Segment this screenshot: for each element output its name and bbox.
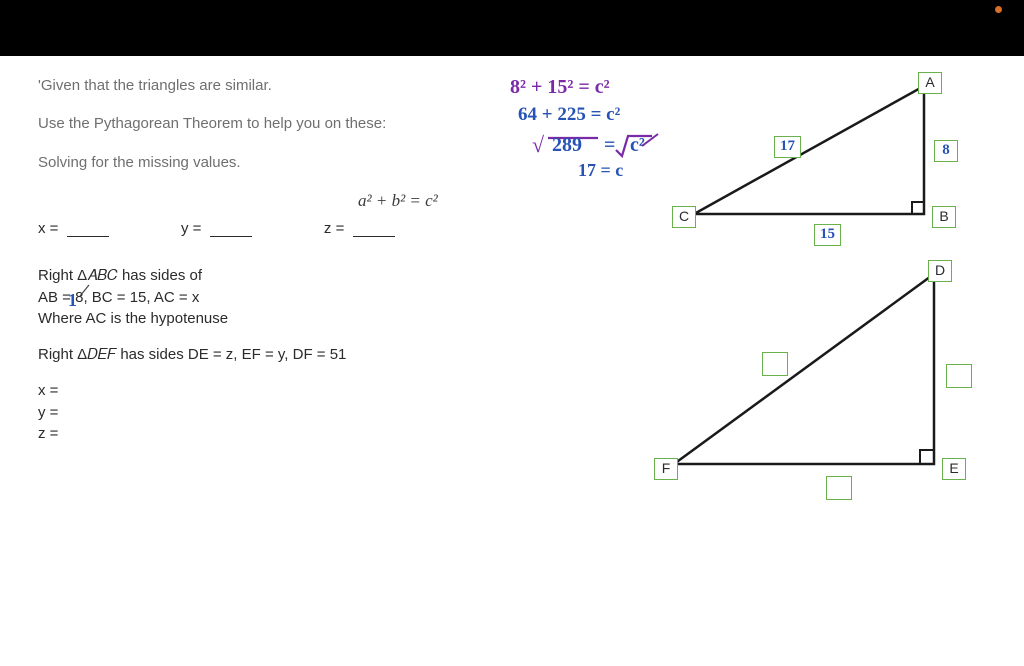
handwork-line-4: 17 = c (578, 160, 623, 181)
slide-content: 'Given that the triangles are similar. U… (0, 56, 1024, 666)
handwork-sqrt-symbol: √ (532, 132, 544, 158)
abc-line1: Right Δ𝐴𝐵𝐶 has sides of (38, 267, 202, 284)
abc-line3: Where AC is the hypotenuse (38, 310, 228, 327)
handwritten-x-value: 1 (68, 290, 77, 311)
problem-line-3: Solving for the missing values. (38, 153, 598, 173)
vertex-e-label: E (942, 458, 966, 480)
vertex-f-label: F (654, 458, 678, 480)
final-z: z = (38, 425, 58, 442)
problem-details: Right Δ𝐴𝐵𝐶 has sides of AB = 8, BC = 15,… (38, 265, 598, 445)
problem-line-2: Use the Pythagorean Theorem to help you … (38, 114, 598, 134)
handwork-line-2: 64 + 225 = c² (518, 104, 620, 126)
final-x: x = (38, 382, 58, 399)
answer-blanks-row: x = y = z = (38, 219, 598, 237)
side-df-value (762, 352, 788, 376)
handwork-289: 289 (552, 134, 582, 157)
video-top-bar (0, 0, 1024, 56)
z-label: z = (324, 220, 344, 237)
handwork-line-1: 8² + 15² = c² (510, 76, 610, 99)
abc-description: Right Δ𝐴𝐵𝐶 has sides of AB = 8, BC = 15,… (38, 265, 598, 330)
side-de-value (946, 364, 972, 388)
vertex-d-label: D (928, 260, 952, 282)
pen-cursor-icon (78, 282, 94, 298)
final-y: y = (38, 404, 58, 421)
problem-left-column: 'Given that the triangles are similar. U… (38, 76, 598, 459)
pythagorean-formula: a² + b² = c² (358, 191, 598, 211)
z-blank (353, 219, 395, 237)
recording-indicator-dot (995, 6, 1002, 13)
abc-line2: AB = 8, BC = 15, AC = x (38, 289, 199, 306)
triangles-diagram: A B C 17 8 15 D E F (654, 64, 1004, 624)
y-blank (210, 219, 252, 237)
y-label: y = (181, 220, 201, 237)
triangle-def-svg (654, 64, 984, 504)
side-ef-value (826, 476, 852, 500)
x-blank (67, 219, 109, 237)
x-label: x = (38, 220, 58, 237)
final-answers-block: x = y = z = (38, 380, 598, 445)
def-description: Right Δ𝐷𝐸𝐹 has sides DE = z, EF = y, DF … (38, 344, 598, 366)
